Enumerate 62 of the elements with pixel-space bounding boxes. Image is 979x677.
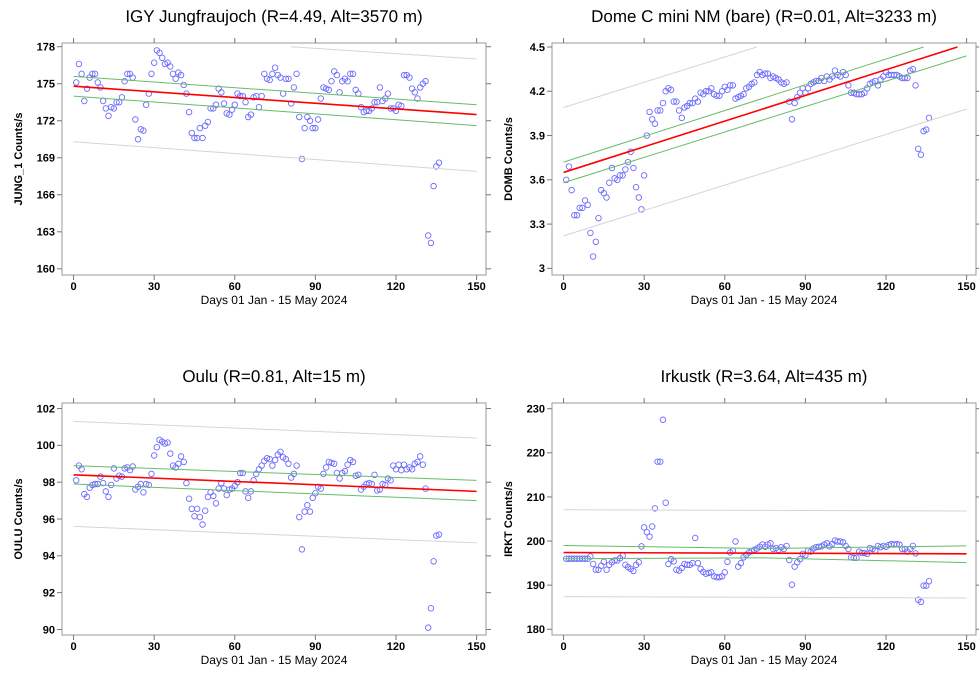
x-tick-label: 0 (560, 281, 567, 293)
y-tick-label: 3.3 (530, 218, 545, 231)
y-tick-label: 92 (42, 588, 55, 600)
y-axis-title: DOMB Counts/s (503, 117, 515, 201)
y-tick-label: 166 (36, 190, 55, 202)
chart-title: Dome C mini NM (bare) (R=0.01, Alt=3233 m) (591, 7, 937, 26)
y-tick-label: 4.5 (530, 42, 545, 54)
y-tick-label: 160 (36, 264, 55, 276)
y-tick-label: 210 (526, 492, 545, 504)
x-tick-label: 0 (70, 641, 77, 653)
x-axis-title: Days 01 Jan - 15 May 2024 (200, 653, 348, 667)
x-tick-label: 30 (148, 281, 160, 293)
x-tick-label: 150 (957, 641, 976, 653)
y-tick-label: 102 (36, 403, 55, 416)
y-axis-title: OULU Counts/s (13, 478, 25, 560)
x-tick-label: 60 (228, 641, 241, 653)
y-tick-label: 96 (42, 514, 55, 526)
x-tick-label: 120 (386, 281, 406, 293)
x-tick-label: 0 (70, 281, 77, 293)
x-axis-title: Days 01 Jan - 15 May 2024 (200, 293, 348, 307)
x-tick-label: 60 (718, 281, 731, 293)
x-tick-label: 30 (638, 281, 650, 293)
x-tick-label: 60 (718, 641, 731, 653)
y-axis-title: JUNG_1 Counts/s (13, 112, 25, 206)
x-tick-label: 60 (228, 281, 241, 293)
x-axis-title: Days 01 Jan - 15 May 2024 (690, 653, 838, 667)
chart-title: Irkustk (R=3.64, Alt=435 m) (660, 367, 868, 386)
x-tick-label: 90 (309, 641, 322, 653)
y-tick-label: 3 (538, 263, 545, 276)
x-tick-label: 90 (799, 281, 812, 293)
y-tick-label: 169 (36, 152, 55, 165)
chart-title: IGY Jungfraujoch (R=4.49, Alt=3570 m) (125, 7, 423, 26)
y-tick-label: 98 (42, 477, 55, 490)
y-tick-label: 175 (36, 78, 55, 91)
x-tick-label: 30 (638, 641, 650, 653)
x-tick-label: 120 (876, 641, 896, 653)
y-tick-label: 90 (42, 624, 55, 636)
y-tick-label: 178 (36, 42, 55, 54)
x-tick-label: 0 (560, 641, 567, 653)
x-tick-label: 90 (799, 641, 812, 653)
x-tick-label: 150 (957, 281, 976, 293)
y-tick-label: 3.6 (530, 174, 545, 187)
x-tick-label: 90 (309, 281, 322, 293)
y-axis-title: IRKT Counts/s (503, 481, 515, 557)
x-tick-label: 120 (386, 641, 406, 653)
y-tick-label: 190 (526, 580, 545, 592)
y-tick-label: 163 (36, 226, 55, 239)
y-tick-label: 172 (36, 116, 55, 128)
y-tick-label: 3.9 (530, 130, 545, 142)
y-tick-label: 100 (36, 440, 55, 452)
x-tick-label: 30 (148, 641, 160, 653)
y-tick-label: 180 (526, 624, 545, 636)
x-tick-label: 150 (467, 281, 486, 293)
y-tick-label: 200 (526, 536, 545, 548)
x-tick-label: 120 (876, 281, 896, 293)
y-tick-label: 94 (42, 550, 56, 563)
y-tick-label: 220 (526, 448, 545, 460)
x-tick-label: 150 (467, 641, 486, 653)
x-axis-title: Days 01 Jan - 15 May 2024 (690, 293, 838, 307)
y-tick-label: 230 (526, 404, 545, 416)
chart-title: Oulu (R=0.81, Alt=15 m) (182, 367, 366, 386)
y-tick-label: 4.2 (530, 86, 545, 98)
